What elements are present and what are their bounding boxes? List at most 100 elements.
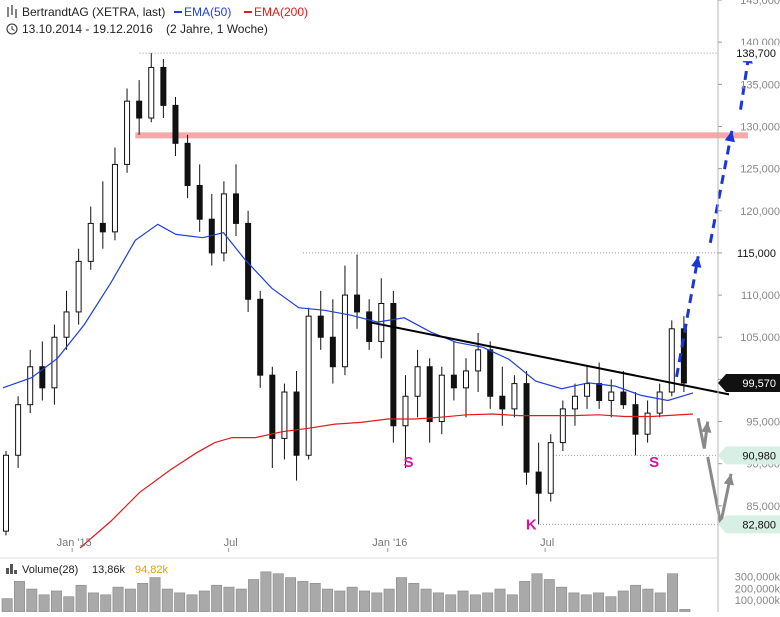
candle-body <box>559 408 566 444</box>
volume-legend-bg <box>0 562 180 576</box>
volume-bar <box>432 592 444 613</box>
candle-body <box>293 391 300 456</box>
candle-body <box>390 303 397 427</box>
arrow-head <box>701 421 712 433</box>
chart-type-icon <box>7 5 17 18</box>
volume-value: 13,86k <box>92 564 126 576</box>
volume-bar <box>223 586 235 613</box>
price-tag-box <box>724 45 780 62</box>
pattern-label: S <box>649 454 659 471</box>
candle-body <box>499 395 506 410</box>
candle-body <box>668 328 675 393</box>
candle-body <box>438 374 445 423</box>
candle-body <box>644 412 651 435</box>
candle-body <box>269 374 276 439</box>
volume-icon-bar <box>6 568 9 574</box>
volume-bar <box>137 583 149 613</box>
volume-tick-label: 300,000k <box>735 571 780 583</box>
clock-hands <box>11 26 15 31</box>
volume-bar <box>63 596 75 613</box>
ema50-line <box>2 223 694 402</box>
volume-bar <box>334 590 346 613</box>
y-tick-label: 110,000 <box>741 290 780 302</box>
volume-bar <box>568 592 580 613</box>
volume-bar <box>605 596 617 613</box>
candle-body <box>15 404 22 456</box>
candle-body <box>87 222 94 262</box>
volume-bar <box>395 577 407 613</box>
y-tick-label: 130,000 <box>740 121 780 133</box>
volume-bar <box>469 594 481 613</box>
volume-bar <box>630 584 642 613</box>
x-tick-label: Jul <box>224 537 238 549</box>
x-tick-label: Jan '15 <box>57 537 92 549</box>
volume-bar <box>285 577 297 613</box>
candlestick-series <box>3 53 687 536</box>
forecast-down-path <box>696 417 710 449</box>
volume-bar <box>654 592 666 613</box>
volume-bar <box>75 584 87 613</box>
volume-label: Volume(28) <box>22 564 78 576</box>
volume-bar <box>322 588 333 613</box>
candle-body <box>317 315 324 338</box>
chart-header: BertrandtAG (XETRA, last) EMA(50) EMA(20… <box>0 0 320 38</box>
candle-body <box>99 222 106 233</box>
x-tick-label: Jan '16 <box>372 537 407 549</box>
price-tags: 138,700 115,000 99,570 90,980 82,800 <box>718 45 780 534</box>
y-tick-label: 105,000 <box>740 332 780 344</box>
candle-body <box>523 383 530 473</box>
price-tag-label: 115,000 <box>737 248 776 260</box>
volume-bar <box>112 586 124 613</box>
candle-body <box>124 100 131 165</box>
candle-body <box>632 404 639 435</box>
volume-bar <box>14 581 25 613</box>
pattern-labels: S K S <box>404 454 660 533</box>
candle-body <box>3 454 9 532</box>
candle-body <box>656 391 663 414</box>
candle-body <box>475 349 482 372</box>
candle-body <box>160 66 167 106</box>
instrument-name: BertrandtAG (XETRA, last) <box>22 5 165 19</box>
volume-bar <box>642 588 654 613</box>
price-tag-label: 99,570 <box>742 378 776 390</box>
volume-bar <box>359 590 370 613</box>
volume-bar <box>543 579 555 613</box>
volume-bar <box>667 573 678 613</box>
candle-body <box>27 366 34 406</box>
volume-bar <box>494 588 506 613</box>
volume-bar <box>26 588 38 613</box>
x-tick-label: Jul <box>540 537 554 549</box>
clock-icon <box>6 23 18 35</box>
volume-bar <box>309 583 321 613</box>
candle-body <box>220 193 227 254</box>
candle-body <box>608 391 615 401</box>
volume-bar <box>124 588 136 613</box>
candle-body <box>281 391 288 439</box>
ema200-legend-label: EMA(200) <box>254 5 308 19</box>
candle-body <box>571 395 578 410</box>
resistance-zone <box>135 132 749 139</box>
volume-icon-bar <box>14 570 17 574</box>
candle-body <box>450 374 457 389</box>
candle-body <box>463 370 469 389</box>
volume-bar <box>445 594 457 613</box>
volume-bar <box>506 594 518 613</box>
volume-bar <box>617 590 629 613</box>
candle-body <box>341 294 348 368</box>
volume-bar <box>174 592 186 613</box>
volume-bar <box>1 598 13 613</box>
volume-bar <box>556 586 568 613</box>
volume-bar <box>580 594 592 613</box>
volume-icon <box>6 564 17 574</box>
candle-body <box>257 298 264 376</box>
candle-body <box>402 395 409 427</box>
volume-bar <box>235 588 247 613</box>
pattern-label: K <box>526 516 537 533</box>
price-tag-box <box>718 515 780 534</box>
price-tag-label: 90,980 <box>742 450 776 462</box>
volume-bar <box>50 590 62 613</box>
volume-bar <box>186 594 198 613</box>
candle-body <box>620 391 627 406</box>
volume-icon-bar <box>10 564 13 574</box>
y-tick-label: 120,000 <box>740 206 780 218</box>
